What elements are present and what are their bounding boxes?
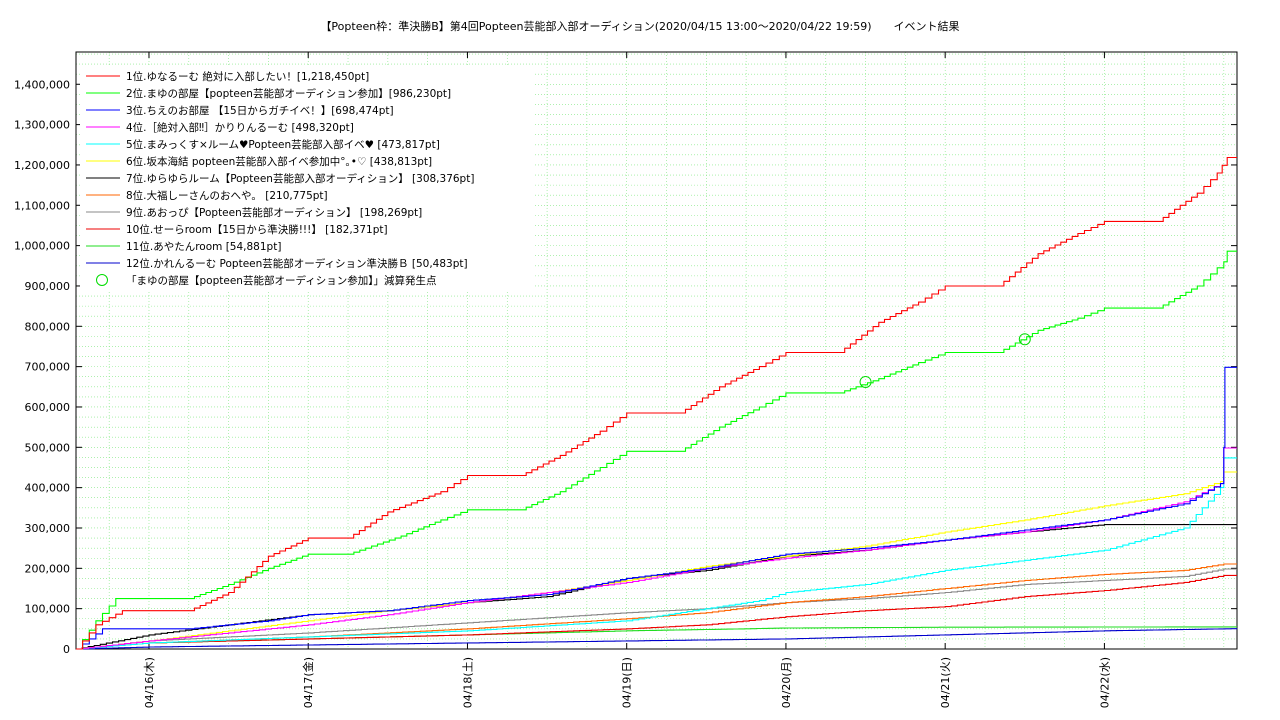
plot-frame: [75, 51, 1238, 650]
y-tick-label: 800,000: [25, 320, 71, 333]
legend-label: 1位.ゆなるーむ 絶対に入部したい！[1,218,450pt]: [126, 70, 369, 83]
marker-group: [859, 333, 1031, 388]
series-line: [76, 250, 1237, 650]
legend-label: 「まゆの部屋【popteen芸能部オーディション参加】」減算発生点: [126, 274, 436, 287]
legend-label: 9位.あおっぴ【Popteen芸能部オーディション】 [198,269pt]: [126, 206, 422, 219]
y-tick-label: 200,000: [25, 562, 71, 575]
legend-label: 2位.まゆの部屋【popteen芸能部オーディション参加】[986,230pt]: [126, 87, 451, 100]
y-tick-label: 300,000: [25, 522, 71, 535]
y-tick-label: 1,100,000: [14, 199, 70, 212]
legend-background: [80, 66, 535, 290]
legend-label: 10位.せーらroom【15日から準決勝!!!】 [182,371pt]: [126, 223, 388, 236]
legend-marker-swatch: [96, 274, 108, 286]
subtraction-marker: [859, 375, 872, 388]
series-line: [76, 471, 1237, 650]
x-tick-label: 04/18(土): [461, 657, 474, 708]
y-tick-label: 600,000: [25, 401, 71, 414]
legend-label: 7位.ゆらゆらルーム【Popteen芸能部入部オーディション】 [308,376…: [126, 172, 474, 185]
legend-label: 12位.かれんるーむ Popteen芸能部オーディション準決勝Ｂ [50,483…: [126, 257, 468, 270]
legend-label: 11位.あやたんroom [54,881pt]: [126, 240, 281, 253]
series-line: [76, 366, 1237, 650]
x-tick-label: 04/16(木): [143, 657, 156, 708]
subtraction-marker: [1018, 333, 1031, 346]
x-tick-label: 04/20(月): [780, 657, 793, 708]
y-tick-label: 900,000: [25, 280, 71, 293]
chart-title: 【Popteen枠：準決勝B】第4回Popteen芸能部入部オーディション(20…: [320, 20, 960, 33]
y-tick-label: 100,000: [25, 603, 71, 616]
y-tick-label: 1,400,000: [14, 78, 70, 91]
y-tick-label: 1,000,000: [14, 240, 70, 253]
series-line: [76, 156, 1237, 650]
legend-label: 5位.まみっくす×ルーム♥Popteen芸能部入部イベ♥ [473,817pt]: [126, 138, 440, 151]
legend-label: 6位.坂本海結 popteen芸能部入部イベ参加中°｡•♡ [438,813pt…: [126, 155, 432, 168]
series-line: [76, 447, 1237, 650]
series-line: [76, 457, 1237, 650]
y-axis: 0 100,000 200,000 300,000 400,000 500,000 600,…: [14, 78, 1237, 656]
x-tick-label: 04/19(日): [621, 657, 634, 708]
x-tick-label: 04/22(水): [1098, 657, 1111, 708]
series-line: [76, 628, 1238, 650]
series-group: [76, 156, 1238, 650]
y-tick-label: 400,000: [25, 482, 71, 495]
legend: 1位.ゆなるーむ 絶対に入部したい！[1,218,450pt] 2位.まゆの部屋【…: [80, 66, 535, 290]
y-tick-label: 500,000: [25, 441, 71, 454]
legend-label: 8位.大福しーさんのおへや。 [210,775pt]: [126, 189, 328, 202]
x-tick-label: 04/21(火): [939, 657, 952, 708]
series-line: [76, 568, 1237, 650]
y-tick-label: 1,300,000: [14, 119, 70, 132]
legend-label: 4位.［絶対入部‼］かりりんるーむ [498,320pt]: [126, 121, 354, 134]
x-tick-label: 04/17(金): [301, 657, 315, 708]
x-axis: 04/16(木) 04/17(金) 04/18(土) 04/19(日) 04/20(月)…: [143, 52, 1111, 708]
y-tick-label: 1,200,000: [14, 159, 70, 172]
y-tick-label: 0: [63, 643, 70, 656]
series-line: [76, 574, 1237, 650]
legend-label: 3位.ちえのお部屋 【15日からガチイベ！】[698,474pt]: [126, 104, 394, 117]
y-tick-label: 700,000: [25, 361, 71, 374]
